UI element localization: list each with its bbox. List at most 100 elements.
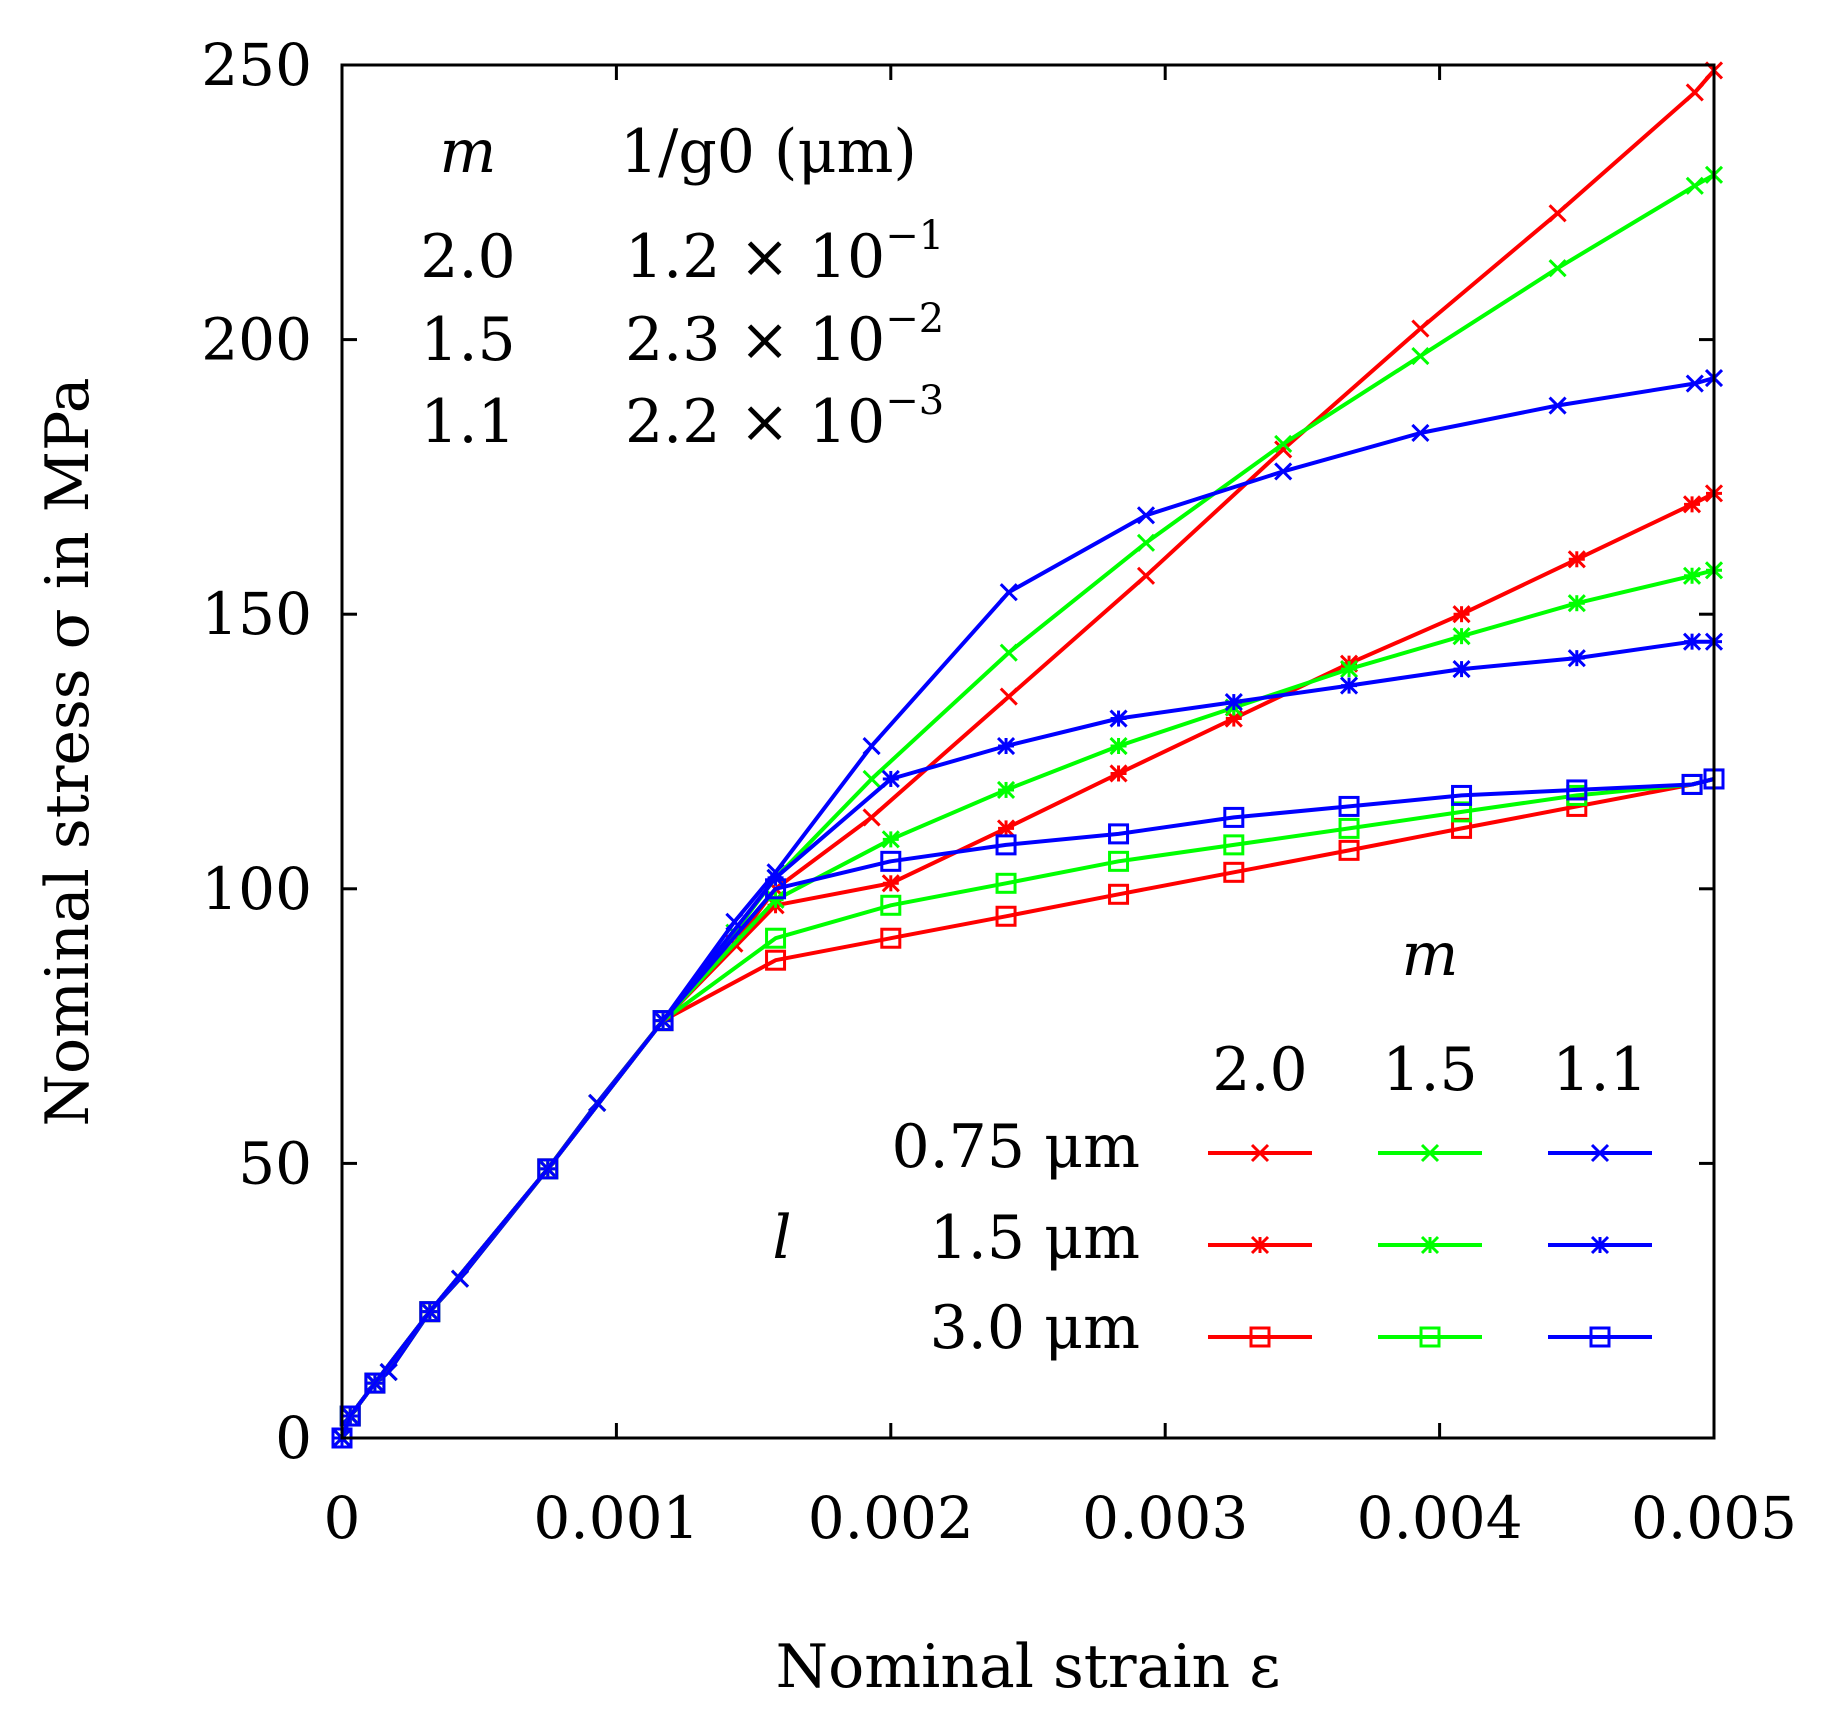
y-axis-label: Nominal stress σ in MPa	[33, 378, 103, 1127]
series-6-point-9	[996, 736, 1016, 756]
series-6-point-8	[881, 769, 900, 789]
legend-m-value-1: 2.0	[1212, 1035, 1307, 1105]
param-row-3-m: 1.1	[420, 387, 515, 457]
y-tick-label-2: 100	[201, 855, 312, 923]
series-5-point-15	[1682, 566, 1702, 585]
series-2-point-15	[1274, 434, 1293, 454]
series-4-point-8	[881, 874, 900, 893]
tick-layer: 0 0.001 0.002 0.003 0.004 0.005 0 50 100 150 200 25…	[201, 31, 1797, 1552]
series-6-point-13	[1452, 660, 1471, 679]
param-header-g0: 1/g0 (μm)	[620, 117, 917, 187]
series-9-point-12	[1338, 795, 1360, 817]
legend-l-value-1: 0.75 μm	[891, 1112, 1140, 1182]
legend-sample-marker-3-3	[1589, 1326, 1611, 1348]
series-4-point-14	[1567, 550, 1586, 569]
y-tick-label-5: 250	[201, 31, 312, 99]
legend-l-label: l	[772, 1203, 791, 1273]
legend-sample-marker-2-3	[1590, 1235, 1610, 1255]
x-axis-label: Nominal strain ε	[776, 1632, 1281, 1702]
y-tick-label-1: 50	[238, 1129, 312, 1197]
series-3-point-12	[862, 736, 881, 756]
x-tick-label-2: 0.002	[808, 1484, 974, 1552]
series-3-point-14	[1136, 506, 1156, 525]
series-4-point-13	[1452, 605, 1471, 624]
series-5-point-8	[881, 830, 900, 849]
series-6-point-14	[1567, 649, 1586, 668]
series-9-point-8	[880, 850, 902, 872]
series-8-point-9	[995, 872, 1017, 894]
series-6-point-10	[1109, 709, 1128, 728]
series-2-point-13	[999, 643, 1018, 662]
series-line-3	[340, 376, 1715, 1439]
legend-sample-marker-3-1	[1249, 1326, 1271, 1348]
series-3-point-18	[1685, 374, 1704, 393]
y-tick-label-4: 200	[201, 306, 312, 374]
series-1-point-13	[999, 687, 1018, 706]
plot-frame	[340, 63, 1716, 1440]
series-1-point-14	[1136, 566, 1156, 585]
x-tick-label-3: 0.003	[1082, 1484, 1248, 1552]
series-1-point-15	[1274, 440, 1293, 459]
series-7-point-12	[1338, 839, 1360, 861]
legend-sample-marker-3-2	[1419, 1326, 1441, 1348]
series-9-point-7	[765, 878, 787, 900]
series-2-point-18	[1685, 176, 1704, 195]
series-7-point-13	[1451, 817, 1473, 839]
legend-sample-marker-2-1	[1250, 1235, 1270, 1255]
x-tick-label-0: 0	[324, 1484, 361, 1552]
series-layer	[331, 61, 1725, 1449]
series-line-9	[340, 777, 1715, 1439]
series-9-point-10	[1108, 823, 1130, 845]
series-1-point-16	[1411, 319, 1430, 338]
param-row-2-m: 1.5	[420, 305, 515, 375]
legend-m-value-2: 1.5	[1382, 1035, 1477, 1105]
series-8-point-10	[1108, 850, 1130, 872]
series-8-point-7	[765, 927, 787, 949]
x-tick-label-4: 0.004	[1357, 1484, 1523, 1552]
series-9-point-14	[1566, 779, 1588, 801]
series-3-point-15	[1274, 462, 1293, 481]
legend-l-value-3: 3.0 μm	[930, 1293, 1140, 1363]
series-1-point-17	[1548, 204, 1567, 223]
series-3-point-16	[1411, 423, 1430, 443]
series-6-point-12	[1339, 676, 1359, 695]
series-2-point-12	[862, 769, 881, 789]
legend-m-label: m	[1402, 920, 1459, 990]
legend-samples	[1208, 1143, 1652, 1348]
series-6-point-11	[1224, 693, 1243, 712]
series-5-point-10	[1109, 736, 1128, 756]
series-5-point-9	[996, 780, 1016, 800]
series-9-point-11	[1223, 806, 1245, 828]
series-5-point-13	[1452, 627, 1471, 646]
series-8-point-13	[1451, 801, 1473, 823]
param-header-m: m	[440, 117, 497, 187]
series-9-point-3	[364, 1372, 386, 1394]
legend-sample-marker-1-1	[1250, 1143, 1270, 1163]
series-8-point-12	[1338, 817, 1360, 839]
legend-sample-marker-1-2	[1420, 1143, 1440, 1163]
series-5-point-14	[1567, 594, 1586, 613]
series-4-point-10	[1109, 764, 1128, 783]
legend-m-value-3: 1.1	[1552, 1035, 1647, 1105]
series-3-point-13	[999, 583, 1018, 602]
legend: m 2.0 1.5 1.1 l 0.75 μm 1.5 μm 3.0 μm	[772, 920, 1652, 1363]
series-3-point-17	[1548, 396, 1567, 415]
legend-l-value-2: 1.5 μm	[930, 1203, 1140, 1273]
legend-sample-marker-2-2	[1420, 1235, 1440, 1255]
series-9-point-13	[1451, 784, 1473, 806]
series-9-point-5	[537, 1158, 559, 1180]
series-9-point-4	[419, 1301, 441, 1323]
series-6-point-7	[766, 868, 785, 887]
x-tick-label-1: 0.001	[533, 1484, 699, 1552]
series-9-point-9	[995, 834, 1017, 856]
series-2-point-17	[1548, 259, 1567, 278]
series-3-point-10	[725, 912, 744, 931]
x-tick-label-5: 0.005	[1631, 1484, 1797, 1552]
series-6-point-15	[1682, 632, 1702, 651]
param-row-3-g0: 2.2 × 10−3	[625, 378, 944, 457]
y-tick-label-3: 150	[201, 580, 312, 648]
legend-sample-marker-1-3	[1590, 1143, 1610, 1163]
series-4-point-9	[996, 819, 1016, 838]
parameter-table: m 1/g0 (μm) 2.0 1.2 × 10−1 1.5 2.3 × 10−…	[420, 117, 944, 457]
